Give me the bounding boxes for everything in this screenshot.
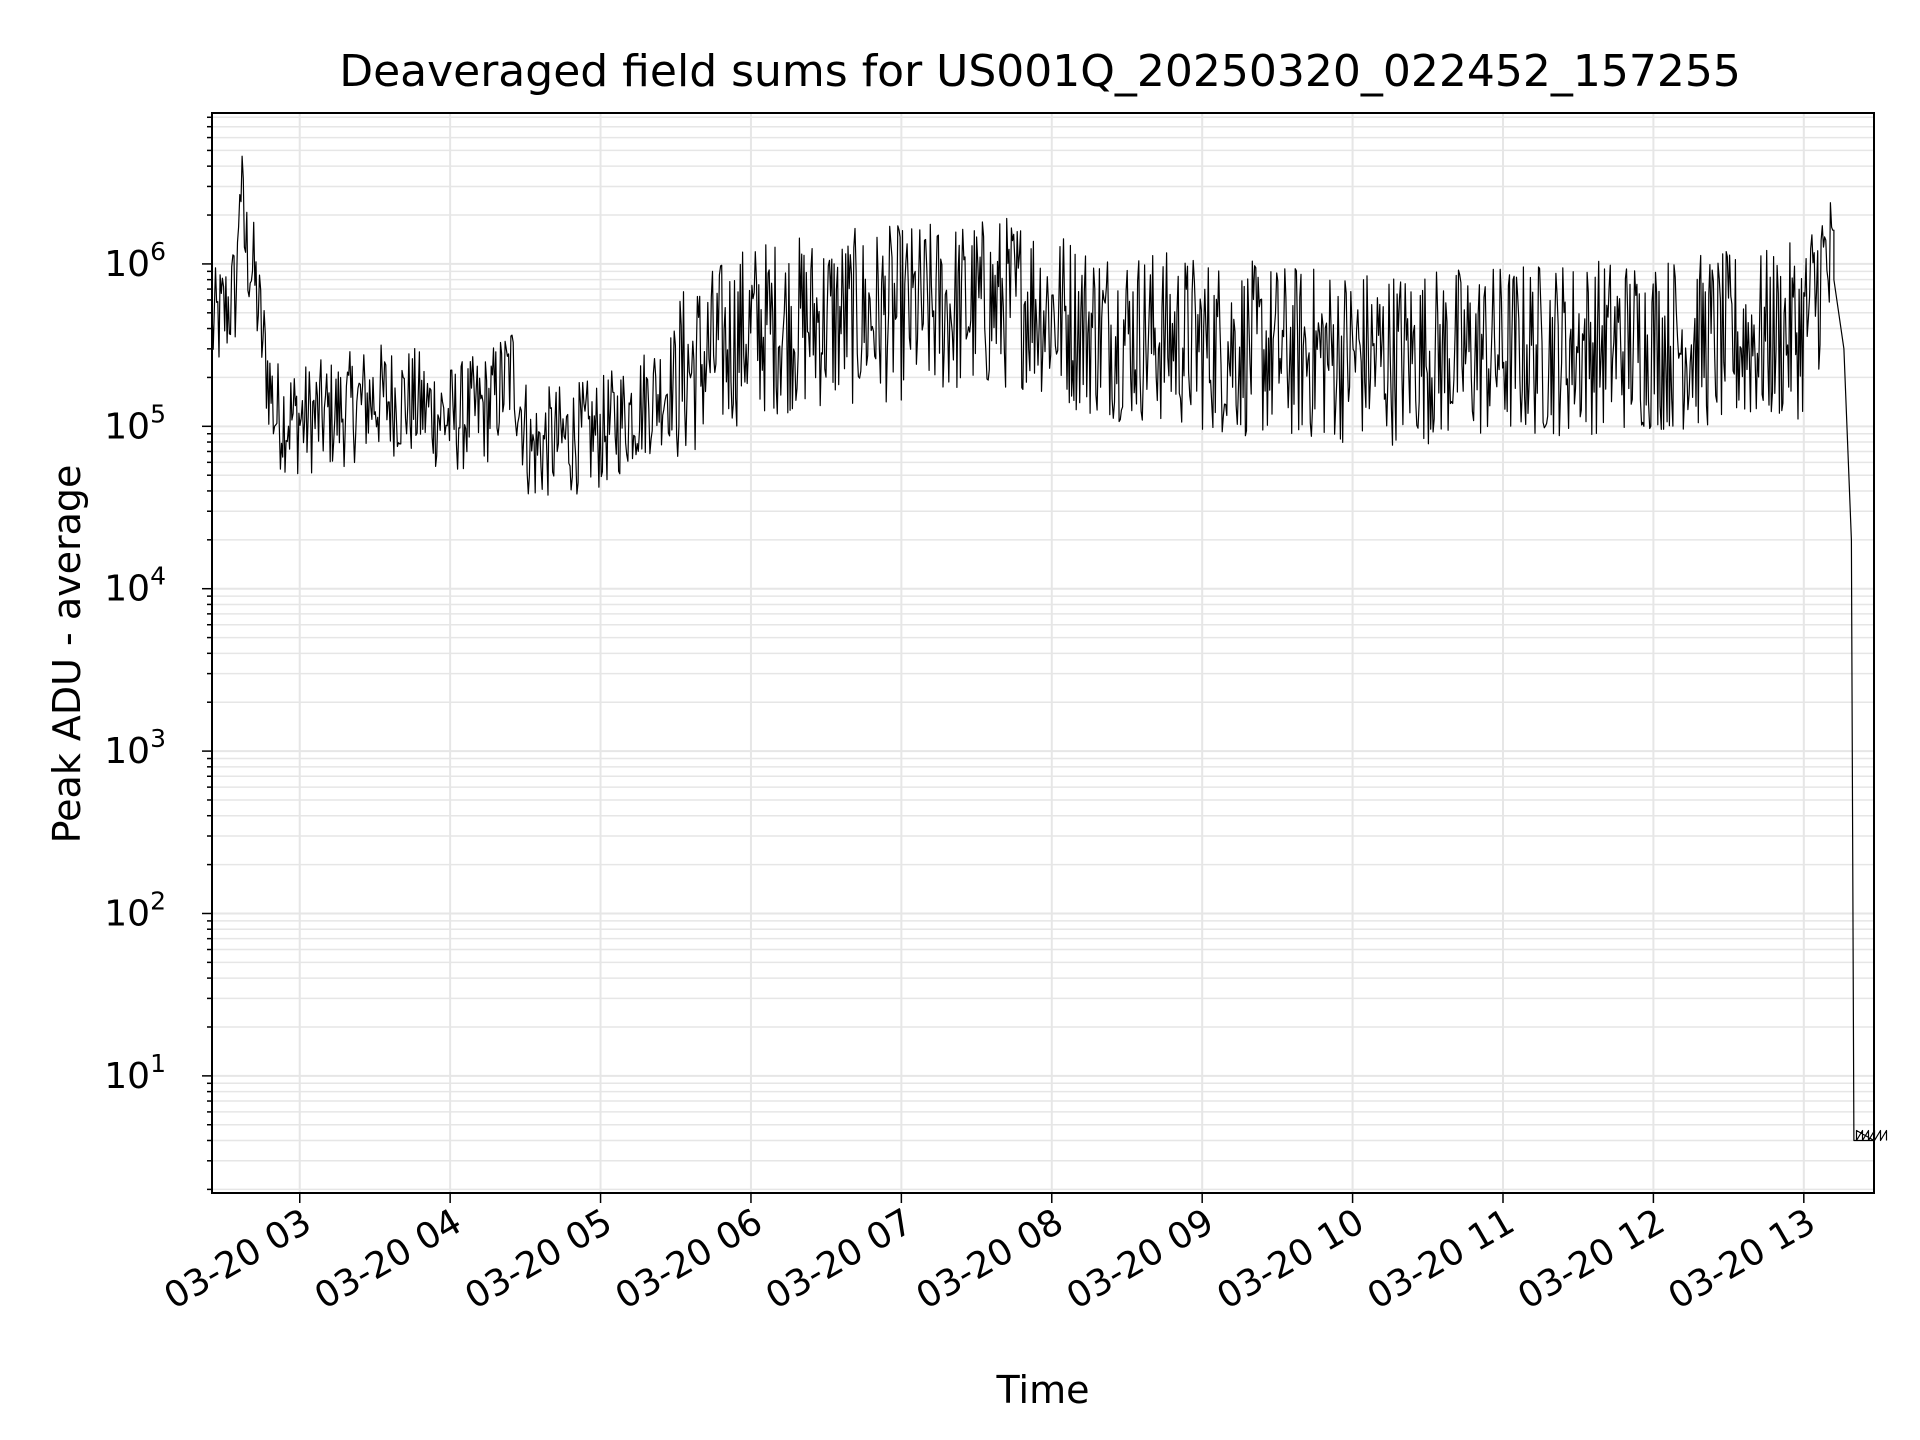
y-axis-label: Peak ADU - average [45,465,89,844]
y-tick-label: 103 [104,724,166,772]
x-tick-label: 03-20 10 [1210,1201,1371,1317]
x-axis-label: Time [996,1368,1090,1412]
x-tick-label: 03-20 07 [759,1201,920,1317]
grid [212,113,1874,1193]
x-tick-label: 03-20 06 [609,1201,770,1317]
x-tick-label: 03-20 12 [1511,1201,1672,1317]
x-tick-label: 03-20 11 [1361,1201,1522,1317]
y-tick-label: 102 [104,886,166,934]
series-group [211,155,1888,1142]
y-axis: 101 102 103 104 105 106 [104,116,212,1191]
x-tick-label: 03-20 05 [458,1201,619,1317]
y-tick-label: 105 [104,399,166,447]
y-tick-label: 101 [104,1049,166,1097]
x-tick-label: 03-20 04 [308,1201,469,1317]
chart-title: Deaveraged field sums for US001Q_2025032… [339,46,1741,97]
y-tick-label: 104 [104,562,166,610]
x-tick-label: 03-20 09 [1060,1201,1221,1317]
x-tick-label: 03-20 13 [1662,1201,1823,1317]
x-tick-label: 03-20 08 [910,1201,1071,1317]
y-tick-label: 106 [104,237,166,285]
series-line [211,155,1888,1142]
x-tick-label: 03-20 03 [158,1201,319,1317]
